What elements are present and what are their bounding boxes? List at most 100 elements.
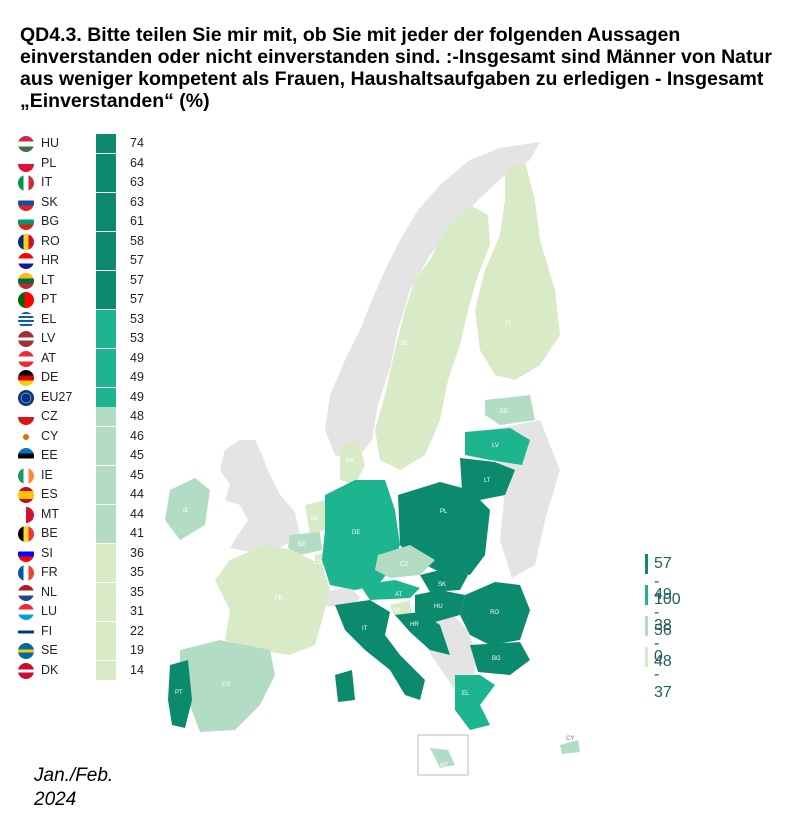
label-ES: ES: [222, 682, 230, 688]
flag-icon: [18, 136, 34, 152]
flag-icon: [18, 545, 34, 562]
country-code: DK: [41, 662, 59, 677]
value-bar: [96, 660, 116, 680]
list-item: SK 63: [18, 192, 158, 213]
country-value: 19: [130, 643, 144, 657]
flag-icon: [18, 311, 34, 328]
country-value: 57: [130, 292, 144, 306]
uk-shape: [220, 440, 300, 552]
list-item: CY 46: [18, 426, 158, 447]
country-code: EU27: [41, 389, 73, 404]
region-DK: [340, 440, 365, 485]
legend-label: 49 - 56: [654, 586, 672, 639]
list-item: ES 44: [18, 485, 158, 505]
flag-icon: [18, 233, 34, 250]
region-SI: [390, 600, 412, 617]
label-FR: FR: [275, 596, 284, 602]
flag-icon: [18, 467, 34, 484]
value-bar: [96, 270, 116, 290]
region-BG: [470, 642, 530, 675]
region-CZ: [375, 545, 435, 578]
list-item: EE 45: [18, 446, 158, 466]
country-code: CY: [41, 428, 59, 443]
label-LT: LT: [484, 478, 491, 484]
country-code: EL: [41, 311, 57, 326]
flag-icon: [18, 253, 34, 269]
value-bar: [96, 173, 116, 192]
region-NL: [305, 500, 330, 535]
country-value: 57: [130, 253, 144, 267]
value-bar: [96, 192, 116, 212]
legend-swatch: [645, 554, 648, 574]
list-item: LT 57: [18, 270, 158, 291]
value-bar: [96, 446, 116, 465]
value-bar: [96, 524, 116, 543]
value-bar: [96, 426, 116, 446]
label-IT: IT: [362, 626, 368, 632]
region-LT: [460, 458, 515, 500]
value-bar: [96, 231, 116, 251]
legend-label: 0 - 37: [654, 648, 672, 701]
label-SK: SK: [438, 582, 446, 588]
malta-inset-box: [417, 734, 469, 776]
list-item: EL 53: [18, 309, 158, 330]
country-code: AT: [41, 350, 57, 365]
flag-icon: [18, 272, 34, 289]
value-bar: [96, 407, 116, 426]
legend-swatch: [645, 585, 648, 605]
list-item: FR 35: [18, 563, 158, 583]
flag-icon: [18, 487, 34, 503]
flag-icon: [18, 389, 34, 406]
label-AT: AT: [395, 592, 403, 598]
region-EE: [485, 395, 535, 425]
region-FR: [215, 545, 330, 655]
region-LV: [465, 428, 530, 465]
flag-icon: [18, 155, 34, 172]
list-item: LU 31: [18, 602, 158, 622]
list-item: IT 63: [18, 173, 158, 193]
label-PL: PL: [440, 509, 448, 515]
country-value: 44: [130, 506, 144, 521]
value-bar: [96, 309, 116, 329]
flag-icon: [18, 526, 34, 542]
country-value: 63: [130, 194, 144, 209]
value-bar: [96, 212, 116, 231]
country-code: DE: [41, 370, 59, 384]
list-item: EU27 49: [18, 387, 158, 408]
country-value: 14: [130, 662, 144, 677]
country-value: 49: [130, 389, 144, 404]
value-bar: [96, 465, 116, 485]
list-item: BE 41: [18, 524, 158, 544]
value-bar: [96, 387, 116, 407]
country-code: IT: [41, 175, 53, 189]
legend-label: 38 - 48: [654, 617, 672, 670]
flag-icon: [18, 623, 34, 640]
label-LV: LV: [492, 443, 499, 449]
value-bar: [96, 134, 116, 153]
list-item: NL 35: [18, 582, 158, 603]
country-code: LU: [41, 604, 57, 618]
date-label: Jan./Feb. 2024: [34, 765, 114, 810]
flag-icon: [18, 292, 34, 308]
list-item: SI 36: [18, 543, 158, 564]
region-HR: [395, 612, 450, 655]
country-value: 22: [130, 623, 144, 638]
country-value: 49: [130, 350, 144, 365]
region-SK: [420, 570, 468, 592]
country-value: 48: [130, 409, 144, 423]
switzerland-shape: [325, 586, 360, 608]
region-IE: [165, 478, 210, 540]
country-value: 35: [130, 565, 144, 579]
flag-icon: [18, 584, 34, 601]
value-bar: [96, 563, 116, 582]
label-HR: HR: [410, 622, 419, 628]
country-code: PT: [41, 292, 57, 306]
list-item: DE 49: [18, 368, 158, 388]
country-code: IE: [41, 467, 53, 482]
country-code: SE: [41, 643, 58, 657]
list-item: RO 58: [18, 231, 158, 252]
label-RO: RO: [490, 610, 499, 616]
region-BE: [288, 532, 322, 555]
label-DE: DE: [352, 530, 360, 536]
norway-shape: [325, 142, 540, 462]
